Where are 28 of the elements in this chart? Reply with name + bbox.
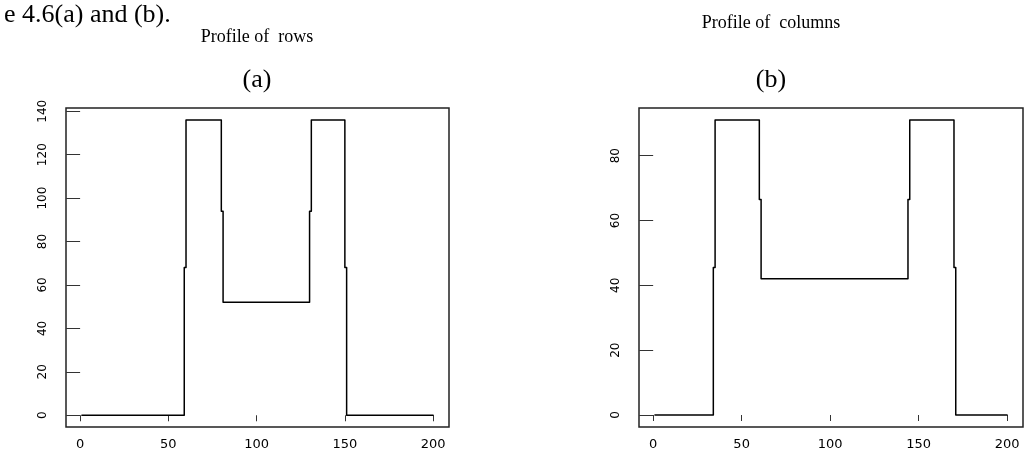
- y-tick-label: 80: [35, 233, 49, 250]
- y-tick-label: 100: [35, 186, 49, 210]
- chart-subtitle: (a): [242, 63, 272, 93]
- x-tick-label: 150: [906, 436, 932, 451]
- y-tick-label: 120: [35, 143, 49, 167]
- x-tick-label: 200: [994, 436, 1020, 451]
- chart-title: Profile of rows: [200, 26, 314, 46]
- x-tick-label: 0: [75, 436, 85, 451]
- chart-subtitle: (b): [755, 63, 787, 93]
- x-tick-label: 50: [733, 436, 750, 451]
- y-tick-label: 140: [35, 99, 49, 123]
- y-tick-label: 20: [608, 342, 622, 358]
- y-tick-label: 0: [35, 411, 49, 420]
- y-tick-label: 40: [608, 277, 622, 293]
- y-tick-label: 40: [35, 320, 49, 337]
- x-tick-label: 150: [332, 436, 358, 451]
- x-tick-label: 100: [244, 436, 270, 451]
- x-tick-label: 100: [817, 436, 843, 451]
- x-tick-label: 50: [160, 436, 177, 451]
- text: e 4.6(a) and (b).: [4, 0, 171, 28]
- y-tick-label: 80: [608, 148, 622, 164]
- y-tick-label: 0: [608, 411, 622, 419]
- chart-title: Profile of columns: [701, 12, 841, 32]
- y-tick-label: 60: [608, 212, 622, 229]
- y-tick-label: 20: [35, 364, 49, 380]
- x-tick-label: 200: [420, 436, 446, 451]
- x-tick-label: 0: [649, 436, 658, 451]
- y-tick-label: 60: [35, 277, 49, 293]
